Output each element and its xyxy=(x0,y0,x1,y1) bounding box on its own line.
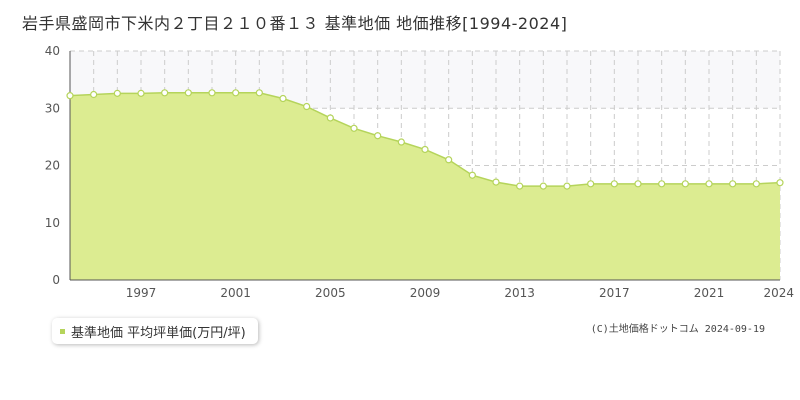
data-point xyxy=(468,171,476,179)
x-tick-label: 2013 xyxy=(504,286,535,300)
chart-title: 岩手県盛岡市下米内２丁目２１０番１３ 基準地価 地価推移[1994-2024] xyxy=(22,14,568,33)
data-point xyxy=(66,92,74,100)
series-points xyxy=(66,89,784,190)
data-point xyxy=(445,156,453,164)
data-point xyxy=(137,89,145,97)
x-tick-label: 2024 xyxy=(763,286,794,300)
x-tick-label: 2001 xyxy=(220,286,251,300)
data-point xyxy=(634,180,642,188)
data-point xyxy=(374,132,382,140)
data-point xyxy=(208,89,216,97)
data-point xyxy=(563,182,571,190)
data-point xyxy=(161,89,169,97)
data-point xyxy=(681,180,689,188)
data-point xyxy=(492,178,500,186)
data-point xyxy=(232,89,240,97)
y-tick-label: 40 xyxy=(45,44,60,58)
data-point xyxy=(610,180,618,188)
y-tick-label: 0 xyxy=(52,273,60,287)
legend: 基準地価 平均坪単価(万円/坪) xyxy=(52,318,258,344)
data-point xyxy=(397,138,405,146)
series-area-fill xyxy=(70,92,780,280)
x-tick-label: 2017 xyxy=(599,286,630,300)
y-tick-label: 20 xyxy=(45,159,60,173)
x-tick-label: 1997 xyxy=(126,286,157,300)
data-point xyxy=(539,182,547,190)
copyright-credit: (C)土地価格ドットコム 2024-09-19 xyxy=(590,324,765,335)
tick-labels: 0 10 20 30 40 1997 2001 2005 2009 2013 2017 2021 202… xyxy=(45,44,794,300)
x-tick-label: 2009 xyxy=(410,286,441,300)
data-point xyxy=(303,102,311,111)
data-point xyxy=(90,90,98,99)
x-tick-label: 2021 xyxy=(694,286,725,300)
data-point xyxy=(113,89,121,97)
data-point xyxy=(255,89,263,97)
data-point xyxy=(658,180,666,188)
y-tick-label: 10 xyxy=(45,216,60,230)
data-point xyxy=(752,180,760,188)
data-point xyxy=(776,179,784,187)
data-point xyxy=(516,182,524,190)
data-point xyxy=(421,145,429,154)
axes xyxy=(69,51,780,281)
data-point xyxy=(587,180,595,188)
data-point xyxy=(729,180,737,188)
data-point xyxy=(184,89,192,97)
legend-swatch xyxy=(60,328,65,334)
data-point xyxy=(350,124,358,132)
x-tick-label: 2005 xyxy=(315,286,346,300)
legend-label: 基準地価 平均坪単価(万円/坪) xyxy=(71,325,246,341)
data-point xyxy=(326,114,334,122)
data-point xyxy=(705,180,713,188)
data-point xyxy=(279,94,287,103)
y-tick-label: 30 xyxy=(45,101,60,115)
